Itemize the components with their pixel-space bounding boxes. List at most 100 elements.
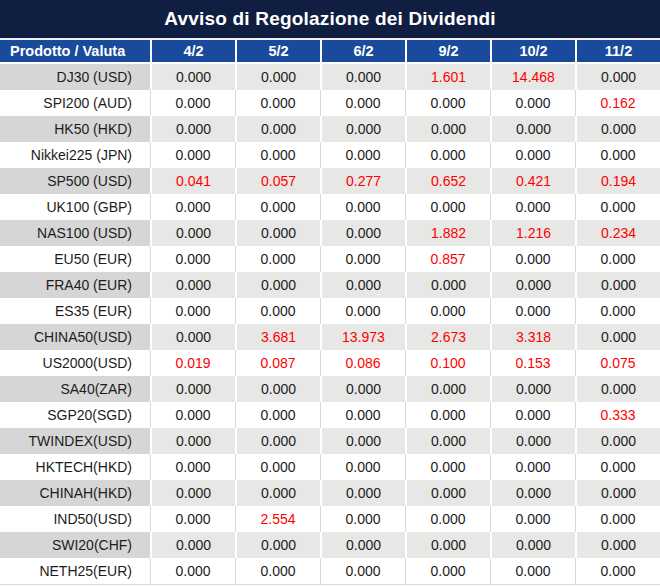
value-cell: 0.000 (235, 272, 320, 298)
value-cell: 0.000 (320, 194, 405, 220)
value-cell: 0.000 (575, 194, 660, 220)
value-cell: 0.234 (575, 220, 660, 246)
value-cell: 0.000 (150, 272, 235, 298)
value-cell: 0.000 (575, 116, 660, 142)
value-cell: 0.000 (235, 298, 320, 324)
value-cell: 0.000 (405, 376, 490, 402)
product-cell: SGP20(SGD) (0, 402, 150, 428)
dividends-table: Prodotto / Valuta4/25/26/29/210/211/2 DJ… (0, 40, 660, 585)
value-cell: 0.000 (575, 532, 660, 558)
value-cell: 0.000 (490, 454, 575, 480)
product-cell: EU50 (EUR) (0, 246, 150, 272)
table-row: NAS100 (USD)0.0000.0000.0001.8821.2160.2… (0, 220, 660, 246)
value-cell: 0.000 (150, 64, 235, 90)
value-cell: 14.468 (490, 64, 575, 90)
table-row: FRA40 (EUR)0.0000.0000.0000.0000.0000.00… (0, 272, 660, 298)
table-row: EU50 (EUR)0.0000.0000.0000.8570.0000.000 (0, 246, 660, 272)
value-cell: 0.000 (235, 376, 320, 402)
value-cell: 0.000 (150, 376, 235, 402)
value-cell: 0.000 (150, 220, 235, 246)
value-cell: 0.057 (235, 168, 320, 194)
value-cell: 0.000 (320, 454, 405, 480)
value-cell: 0.041 (150, 168, 235, 194)
value-cell: 0.000 (405, 506, 490, 532)
value-cell: 0.000 (490, 116, 575, 142)
value-cell: 0.000 (490, 194, 575, 220)
table-row: IND50(USD)0.0002.5540.0000.0000.0000.000 (0, 506, 660, 532)
value-cell: 0.000 (235, 428, 320, 454)
product-cell: Nikkei225 (JPN) (0, 142, 150, 168)
page-title: Avviso di Regolazione dei Dividendi (164, 8, 495, 30)
value-cell: 3.318 (490, 324, 575, 350)
column-header-date: 5/2 (235, 40, 320, 64)
value-cell: 0.000 (320, 220, 405, 246)
table-row: SA40(ZAR)0.0000.0000.0000.0000.0000.000 (0, 376, 660, 402)
value-cell: 0.000 (150, 558, 235, 584)
value-cell: 0.000 (490, 142, 575, 168)
value-cell: 0.000 (575, 428, 660, 454)
value-cell: 0.000 (405, 142, 490, 168)
value-cell: 0.000 (150, 116, 235, 142)
value-cell: 0.162 (575, 90, 660, 116)
value-cell: 0.000 (150, 532, 235, 558)
value-cell: 0.000 (320, 116, 405, 142)
value-cell: 0.000 (150, 506, 235, 532)
value-cell: 0.000 (405, 272, 490, 298)
value-cell: 0.421 (490, 168, 575, 194)
product-cell: CHINAH(HKD) (0, 480, 150, 506)
value-cell: 0.000 (320, 246, 405, 272)
column-header-date: 10/2 (490, 40, 575, 64)
value-cell: 0.277 (320, 168, 405, 194)
value-cell: 0.000 (235, 558, 320, 584)
product-cell: HK50 (HKD) (0, 116, 150, 142)
value-cell: 0.000 (405, 298, 490, 324)
value-cell: 0.087 (235, 350, 320, 376)
value-cell: 0.000 (320, 532, 405, 558)
value-cell: 13.973 (320, 324, 405, 350)
value-cell: 0.000 (575, 558, 660, 584)
value-cell: 1.601 (405, 64, 490, 90)
column-header-date: 9/2 (405, 40, 490, 64)
column-header-date: 11/2 (575, 40, 660, 64)
product-cell: UK100 (GBP) (0, 194, 150, 220)
value-cell: 0.000 (405, 480, 490, 506)
value-cell: 0.000 (490, 298, 575, 324)
table-row: CHINAH(HKD)0.0000.0000.0000.0000.0000.00… (0, 480, 660, 506)
value-cell: 0.000 (320, 376, 405, 402)
column-header-date: 4/2 (150, 40, 235, 64)
value-cell: 0.000 (490, 90, 575, 116)
table-row: CHINA50(USD)0.0003.68113.9732.6733.3180.… (0, 324, 660, 350)
column-header-date: 6/2 (320, 40, 405, 64)
value-cell: 0.000 (490, 506, 575, 532)
value-cell: 0.000 (490, 480, 575, 506)
value-cell: 0.000 (405, 532, 490, 558)
value-cell: 0.000 (235, 220, 320, 246)
value-cell: 0.194 (575, 168, 660, 194)
value-cell: 0.000 (405, 402, 490, 428)
value-cell: 0.000 (490, 376, 575, 402)
value-cell: 0.000 (235, 532, 320, 558)
value-cell: 0.000 (235, 116, 320, 142)
table-body: DJ30 (USD)0.0000.0000.0001.60114.4680.00… (0, 64, 660, 584)
value-cell: 0.000 (235, 64, 320, 90)
value-cell: 0.000 (320, 428, 405, 454)
product-cell: IND50(USD) (0, 506, 150, 532)
table-row: US2000(USD)0.0190.0870.0860.1000.1530.07… (0, 350, 660, 376)
product-cell: NETH25(EUR) (0, 558, 150, 584)
value-cell: 0.000 (490, 272, 575, 298)
value-cell: 0.000 (575, 324, 660, 350)
product-cell: HKTECH(HKD) (0, 454, 150, 480)
table-row: HK50 (HKD)0.0000.0000.0000.0000.0000.000 (0, 116, 660, 142)
value-cell: 0.000 (235, 480, 320, 506)
product-cell: CHINA50(USD) (0, 324, 150, 350)
value-cell: 0.000 (405, 454, 490, 480)
table-row: SWI20(CHF)0.0000.0000.0000.0000.0000.000 (0, 532, 660, 558)
value-cell: 0.000 (575, 272, 660, 298)
value-cell: 0.000 (575, 142, 660, 168)
value-cell: 0.000 (150, 142, 235, 168)
value-cell: 0.000 (320, 402, 405, 428)
value-cell: 0.000 (150, 402, 235, 428)
value-cell: 0.000 (405, 558, 490, 584)
value-cell: 0.000 (150, 428, 235, 454)
value-cell: 0.000 (575, 506, 660, 532)
